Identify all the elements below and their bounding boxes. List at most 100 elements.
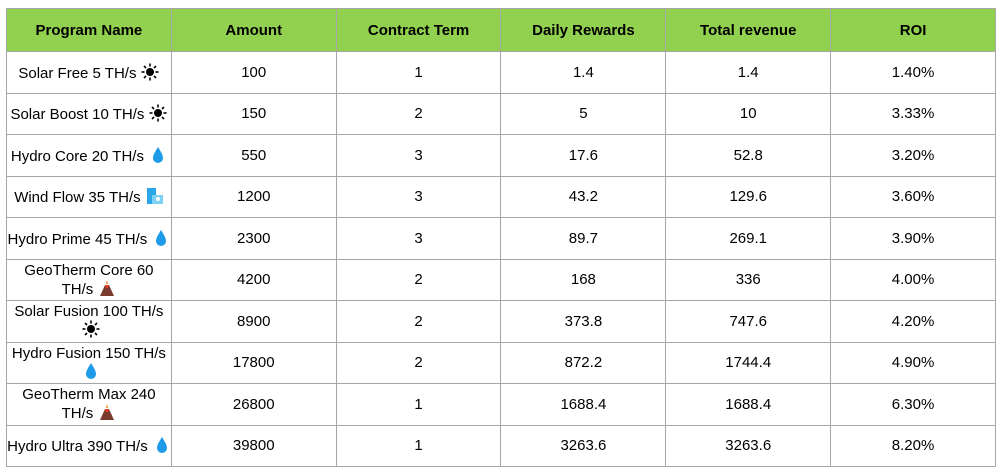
table-cell: 1688.4 [500,383,667,426]
table-row: Hydro Fusion 150 TH/s 17800 2 872.2 1744.4 4.… [6,341,996,384]
table-cell: 1200 [170,175,337,218]
table-cell: Hydro Core 20 TH/s [6,134,172,177]
table-cell: 3 [335,134,502,177]
table-cell: 100 [170,51,337,94]
table-cell: 2 [335,341,502,384]
table-cell: 89.7 [500,217,667,260]
table-cell: 39800 [170,424,337,467]
table-cell: 6.30% [830,383,996,426]
program-name: Hydro Ultra 390 TH/s [7,438,148,456]
program-name: Solar Free 5 TH/s [18,64,137,82]
table-cell: 1 [335,383,502,426]
table-row: Solar Free 5 TH/s 100 1 1.4 1.4 1.40% [6,51,996,94]
table-row: GeoTherm Max 240 TH/s 26800 1 1688.4 1688.4 6… [6,383,996,426]
table-cell: 5 [500,92,667,135]
table-cell: 1688.4 [665,383,832,426]
rewards-table: Program Name Amount Contract Term Daily … [6,8,996,467]
table-cell: 3263.6 [500,424,667,467]
header-row: Program Name Amount Contract Term Daily … [6,8,996,52]
table-cell: Hydro Ultra 390 TH/s [6,424,172,467]
table-cell: Solar Fusion 100 TH/s [6,300,172,343]
table-cell: 550 [170,134,337,177]
header-cell: Daily Rewards [500,8,667,52]
table-cell: 2 [335,258,502,301]
table-cell: 1 [335,424,502,467]
program-name: Hydro Prime 45 TH/s [7,230,148,248]
table-cell: 2300 [170,217,337,260]
program-icon [100,404,115,421]
program-name: Wind Flow 35 TH/s [14,189,141,207]
table-cell: 1 [335,51,502,94]
table-cell: 1.40% [830,51,996,94]
table-cell: 43.2 [500,175,667,218]
table-cell: 1744.4 [665,341,832,384]
table-cell: 4.90% [830,341,996,384]
table-cell: GeoTherm Max 240 TH/s [6,383,172,426]
table-cell: 747.6 [665,300,832,343]
table-cell: Solar Boost 10 TH/s [6,92,172,135]
table-cell: 269.1 [665,217,832,260]
table-cell: 10 [665,92,832,135]
table-cell: 1.4 [500,51,667,94]
table-cell: 4.00% [830,258,996,301]
table-cell: 4200 [170,258,337,301]
header-cell: Amount [170,8,337,52]
program-name: GeoTherm Core 60 TH/s [24,261,154,298]
table-cell: 52.8 [665,134,832,177]
header-cell: Total revenue [665,8,832,52]
table-cell: 3 [335,217,502,260]
table-cell: 373.8 [500,300,667,343]
table-cell: Wind Flow 35 TH/s [6,175,172,218]
table-cell: 4.20% [830,300,996,343]
table-cell: 3263.6 [665,424,832,467]
table-cell: 1.4 [665,51,832,94]
program-icon [100,279,115,296]
table-cell: 168 [500,258,667,301]
table-cell: 26800 [170,383,337,426]
table-row: Wind Flow 35 TH/s 1200 3 43.2 129.6 3.60% [6,175,996,218]
table-cell: 2 [335,300,502,343]
header-cell: Contract Term [335,8,502,52]
table-cell: 336 [665,258,832,301]
table-cell: Hydro Prime 45 TH/s [6,217,172,260]
program-name: Solar Boost 10 TH/s [10,106,145,124]
table-body: Solar Free 5 TH/s 100 1 1.4 1.4 1.40% Solar Bo… [6,51,996,467]
table-cell: 3.90% [830,217,996,260]
table-cell: 17800 [170,341,337,384]
table-row: Hydro Ultra 390 TH/s 39800 1 3263.6 3263.6 8.… [6,424,996,467]
program-icon [156,437,167,454]
header-cell: ROI [830,8,996,52]
table-cell: 3.33% [830,92,996,135]
table-row: GeoTherm Core 60 TH/s 4200 2 168 336 4.00% [6,258,996,301]
program-name: GeoTherm Max 240 TH/s [22,386,156,423]
table-row: Solar Boost 10 TH/s 150 2 5 10 3.33% [6,92,996,135]
header-cell: Program Name [6,8,172,52]
table-cell: 872.2 [500,341,667,384]
program-icon [149,103,168,123]
table-cell: Solar Free 5 TH/s [6,51,172,94]
program-icon [86,362,97,379]
table-cell: 129.6 [665,175,832,218]
program-icon [146,188,163,205]
program-name: Solar Fusion 100 TH/s [14,303,164,321]
program-name: Hydro Fusion 150 TH/s [11,344,166,362]
program-icon [141,62,160,82]
program-icon [156,229,167,246]
table-cell: Hydro Fusion 150 TH/s [6,341,172,384]
table-cell: 3.60% [830,175,996,218]
table-row: Hydro Core 20 TH/s 550 3 17.6 52.8 3.20% [6,134,996,177]
table-cell: 17.6 [500,134,667,177]
table-row: Hydro Prime 45 TH/s 2300 3 89.7 269.1 3.90% [6,217,996,260]
program-icon [82,319,101,339]
table-cell: 8.20% [830,424,996,467]
table-row: Solar Fusion 100 TH/s 8900 2 373.8 747.6 4.20… [6,300,996,343]
table-cell: 8900 [170,300,337,343]
table-cell: 3 [335,175,502,218]
table-cell: GeoTherm Core 60 TH/s [6,258,172,301]
program-icon [152,146,163,163]
table-cell: 150 [170,92,337,135]
table-cell: 2 [335,92,502,135]
program-name: Hydro Core 20 TH/s [10,147,144,165]
table-cell: 3.20% [830,134,996,177]
